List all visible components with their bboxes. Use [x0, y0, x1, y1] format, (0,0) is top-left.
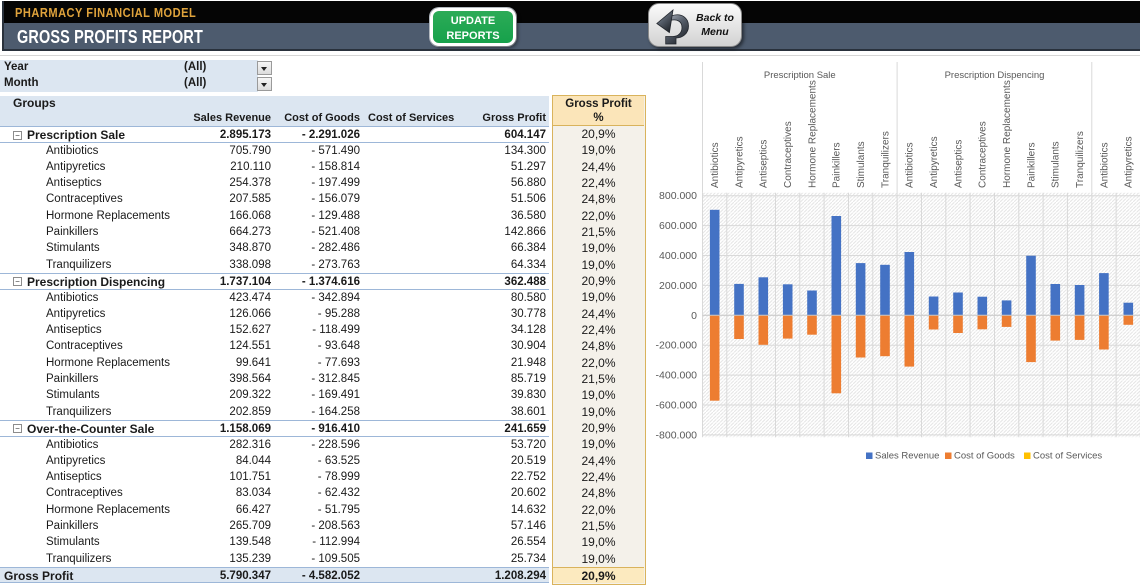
svg-text:Painkillers: Painkillers [1026, 142, 1037, 188]
svg-text:600.000: 600.000 [659, 220, 697, 232]
svg-text:Prescription Dispencing: Prescription Dispencing [945, 70, 1045, 81]
svg-text:Hormone Replacements: Hormone Replacements [807, 80, 818, 188]
svg-text:Antipyretics: Antipyretics [929, 136, 940, 188]
svg-text:Sales Revenue: Sales Revenue [875, 451, 939, 462]
svg-text:0: 0 [691, 310, 697, 322]
svg-text:Antiseptics: Antiseptics [759, 140, 770, 188]
svg-text:Tranquilizers: Tranquilizers [1075, 131, 1086, 188]
svg-text:Antipyretics: Antipyretics [734, 136, 745, 188]
svg-text:Painkillers: Painkillers [832, 142, 843, 188]
svg-text:-600.000: -600.000 [656, 400, 698, 412]
svg-text:Antiseptics: Antiseptics [953, 140, 964, 188]
svg-text:Antibiotics: Antibiotics [905, 142, 916, 188]
svg-text:Cost of Services: Cost of Services [1033, 451, 1102, 462]
svg-text:Stimulants: Stimulants [1051, 141, 1062, 188]
svg-text:400.000: 400.000 [659, 250, 697, 262]
svg-text:Antipyretics: Antipyretics [1124, 136, 1135, 188]
svg-text:Prescription Sale: Prescription Sale [764, 70, 836, 81]
svg-text:-400.000: -400.000 [656, 370, 698, 382]
svg-text:Antibiotics: Antibiotics [710, 142, 721, 188]
svg-text:-200.000: -200.000 [656, 340, 698, 352]
svg-text:-800.000: -800.000 [656, 429, 698, 441]
svg-text:800.000: 800.000 [659, 190, 697, 202]
svg-text:Stimulants: Stimulants [856, 141, 867, 188]
svg-text:Hormone Replacements: Hormone Replacements [1002, 80, 1013, 188]
svg-text:Contraceptives: Contraceptives [978, 121, 989, 188]
svg-text:Cost of Goods: Cost of Goods [954, 451, 1015, 462]
svg-text:200.000: 200.000 [659, 280, 697, 292]
svg-text:Contraceptives: Contraceptives [783, 121, 794, 188]
svg-text:Tranquilizers: Tranquilizers [880, 131, 891, 188]
svg-text:Antibiotics: Antibiotics [1099, 142, 1110, 188]
